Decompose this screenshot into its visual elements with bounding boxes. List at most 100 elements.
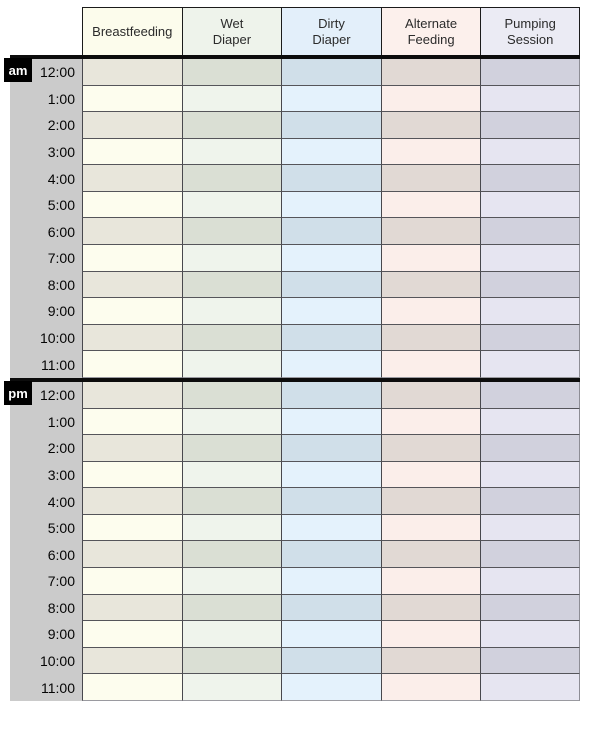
log-cell[interactable] (380, 85, 481, 113)
log-cell[interactable] (380, 488, 481, 515)
log-cell[interactable] (181, 324, 282, 352)
log-cell[interactable] (82, 621, 182, 648)
log-cell[interactable] (181, 435, 282, 462)
log-cell[interactable] (82, 112, 182, 139)
log-cell[interactable] (82, 647, 182, 675)
log-cell[interactable] (480, 165, 580, 192)
log-cell[interactable] (380, 621, 481, 648)
log-cell[interactable] (380, 165, 481, 192)
log-cell[interactable] (82, 165, 182, 192)
log-cell[interactable] (380, 138, 481, 166)
log-cell[interactable] (181, 59, 282, 86)
log-cell[interactable] (82, 461, 182, 489)
log-cell[interactable] (82, 381, 182, 409)
log-cell[interactable] (480, 351, 580, 378)
log-cell[interactable] (480, 59, 580, 86)
log-cell[interactable] (380, 59, 481, 86)
log-cell[interactable] (480, 514, 580, 542)
log-cell[interactable] (181, 298, 282, 325)
log-cell[interactable] (480, 112, 580, 139)
log-cell[interactable] (480, 324, 580, 352)
log-cell[interactable] (480, 461, 580, 489)
log-cell[interactable] (281, 381, 381, 409)
log-cell[interactable] (181, 488, 282, 515)
log-cell[interactable] (281, 298, 381, 325)
log-cell[interactable] (82, 541, 182, 568)
log-cell[interactable] (281, 647, 381, 675)
log-cell[interactable] (380, 218, 481, 246)
log-cell[interactable] (281, 245, 381, 272)
log-cell[interactable] (82, 138, 182, 166)
log-cell[interactable] (380, 408, 481, 436)
log-cell[interactable] (181, 594, 282, 622)
log-cell[interactable] (380, 324, 481, 352)
log-cell[interactable] (82, 271, 182, 299)
log-cell[interactable] (181, 381, 282, 409)
log-cell[interactable] (380, 245, 481, 272)
log-cell[interactable] (181, 351, 282, 378)
log-cell[interactable] (181, 85, 282, 113)
log-cell[interactable] (82, 488, 182, 515)
log-cell[interactable] (181, 541, 282, 568)
log-cell[interactable] (181, 647, 282, 675)
log-cell[interactable] (181, 138, 282, 166)
log-cell[interactable] (480, 408, 580, 436)
log-cell[interactable] (281, 165, 381, 192)
log-cell[interactable] (480, 674, 580, 701)
log-cell[interactable] (281, 351, 381, 378)
log-cell[interactable] (281, 112, 381, 139)
log-cell[interactable] (82, 218, 182, 246)
log-cell[interactable] (480, 245, 580, 272)
log-cell[interactable] (380, 271, 481, 299)
log-cell[interactable] (480, 594, 580, 622)
log-cell[interactable] (480, 647, 580, 675)
log-cell[interactable] (82, 298, 182, 325)
log-cell[interactable] (480, 218, 580, 246)
log-cell[interactable] (181, 271, 282, 299)
log-cell[interactable] (82, 594, 182, 622)
log-cell[interactable] (281, 85, 381, 113)
log-cell[interactable] (480, 621, 580, 648)
log-cell[interactable] (181, 165, 282, 192)
log-cell[interactable] (380, 541, 481, 568)
log-cell[interactable] (380, 298, 481, 325)
log-cell[interactable] (380, 461, 481, 489)
log-cell[interactable] (380, 191, 481, 219)
log-cell[interactable] (281, 488, 381, 515)
log-cell[interactable] (82, 324, 182, 352)
log-cell[interactable] (181, 191, 282, 219)
log-cell[interactable] (480, 298, 580, 325)
log-cell[interactable] (380, 112, 481, 139)
log-cell[interactable] (82, 85, 182, 113)
log-cell[interactable] (281, 218, 381, 246)
log-cell[interactable] (181, 621, 282, 648)
log-cell[interactable] (181, 218, 282, 246)
log-cell[interactable] (281, 324, 381, 352)
log-cell[interactable] (480, 191, 580, 219)
log-cell[interactable] (181, 567, 282, 595)
log-cell[interactable] (281, 59, 381, 86)
log-cell[interactable] (181, 408, 282, 436)
log-cell[interactable] (281, 594, 381, 622)
log-cell[interactable] (181, 112, 282, 139)
log-cell[interactable] (281, 514, 381, 542)
log-cell[interactable] (281, 435, 381, 462)
log-cell[interactable] (380, 674, 481, 701)
log-cell[interactable] (480, 488, 580, 515)
log-cell[interactable] (281, 271, 381, 299)
log-cell[interactable] (82, 351, 182, 378)
log-cell[interactable] (82, 408, 182, 436)
log-cell[interactable] (480, 567, 580, 595)
log-cell[interactable] (480, 85, 580, 113)
log-cell[interactable] (281, 567, 381, 595)
log-cell[interactable] (281, 461, 381, 489)
log-cell[interactable] (281, 408, 381, 436)
log-cell[interactable] (82, 567, 182, 595)
log-cell[interactable] (480, 381, 580, 409)
log-cell[interactable] (181, 514, 282, 542)
log-cell[interactable] (380, 435, 481, 462)
log-cell[interactable] (82, 59, 182, 86)
log-cell[interactable] (380, 567, 481, 595)
log-cell[interactable] (82, 514, 182, 542)
log-cell[interactable] (480, 541, 580, 568)
